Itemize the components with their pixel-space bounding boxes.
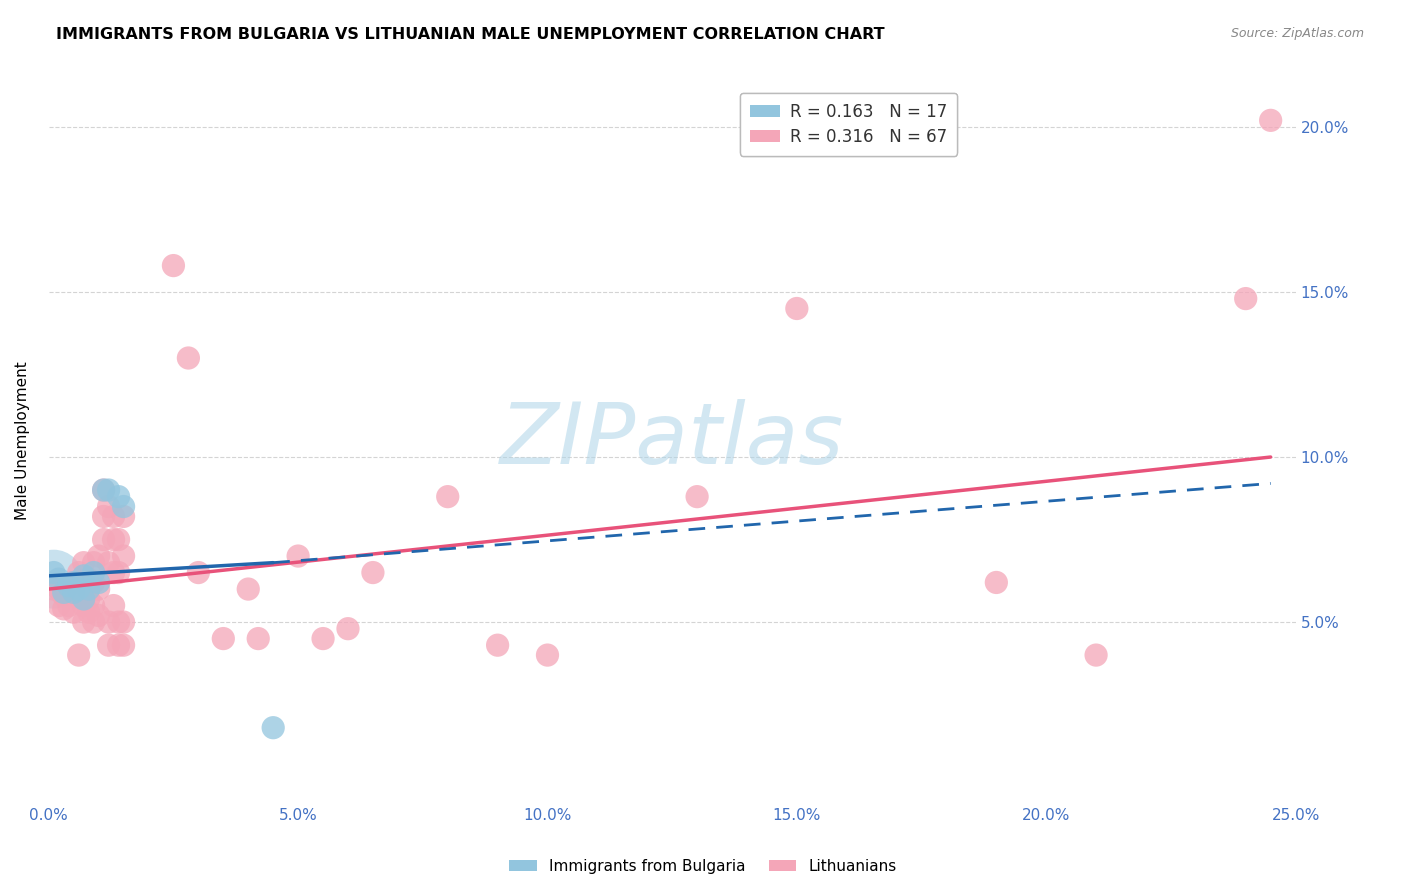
Point bbox=[42, 582, 65, 596]
Point bbox=[112, 638, 135, 652]
Point bbox=[42, 566, 65, 580]
Point bbox=[112, 509, 135, 524]
Point bbox=[112, 500, 135, 514]
Point bbox=[58, 579, 80, 593]
Point bbox=[83, 556, 105, 570]
Point bbox=[103, 566, 125, 580]
Point bbox=[107, 490, 129, 504]
Point bbox=[212, 632, 235, 646]
Point bbox=[686, 490, 709, 504]
Point bbox=[177, 351, 200, 365]
Point bbox=[486, 638, 509, 652]
Point bbox=[312, 632, 335, 646]
Point bbox=[986, 575, 1008, 590]
Point bbox=[48, 572, 70, 586]
Point bbox=[62, 575, 84, 590]
Point bbox=[238, 582, 260, 596]
Point bbox=[87, 575, 110, 590]
Point bbox=[58, 599, 80, 613]
Point bbox=[103, 533, 125, 547]
Text: ZIPatlas: ZIPatlas bbox=[501, 399, 844, 482]
Point bbox=[58, 582, 80, 596]
Text: IMMIGRANTS FROM BULGARIA VS LITHUANIAN MALE UNEMPLOYMENT CORRELATION CHART: IMMIGRANTS FROM BULGARIA VS LITHUANIAN M… bbox=[56, 27, 884, 42]
Point bbox=[187, 566, 209, 580]
Point bbox=[247, 632, 270, 646]
Point bbox=[103, 599, 125, 613]
Point bbox=[77, 591, 100, 606]
Point bbox=[93, 509, 115, 524]
Point bbox=[107, 615, 129, 629]
Point bbox=[87, 549, 110, 563]
Point bbox=[786, 301, 808, 316]
Y-axis label: Male Unemployment: Male Unemployment bbox=[15, 361, 30, 520]
Point bbox=[361, 566, 384, 580]
Point bbox=[67, 648, 90, 662]
Point bbox=[73, 589, 96, 603]
Point bbox=[77, 572, 100, 586]
Point bbox=[337, 622, 360, 636]
Point bbox=[77, 605, 100, 619]
Point bbox=[107, 638, 129, 652]
Point bbox=[62, 575, 84, 590]
Point bbox=[97, 483, 120, 497]
Point bbox=[77, 582, 100, 596]
Point bbox=[73, 569, 96, 583]
Point bbox=[77, 582, 100, 596]
Point bbox=[73, 591, 96, 606]
Point bbox=[62, 589, 84, 603]
Point bbox=[83, 599, 105, 613]
Point bbox=[162, 259, 184, 273]
Text: Source: ZipAtlas.com: Source: ZipAtlas.com bbox=[1230, 27, 1364, 40]
Point bbox=[93, 483, 115, 497]
Point bbox=[62, 605, 84, 619]
Point bbox=[1234, 292, 1257, 306]
Point bbox=[48, 599, 70, 613]
Point bbox=[97, 638, 120, 652]
Legend: R = 0.163   N = 17, R = 0.316   N = 67: R = 0.163 N = 17, R = 0.316 N = 67 bbox=[740, 93, 957, 156]
Point bbox=[67, 585, 90, 599]
Point bbox=[83, 615, 105, 629]
Point bbox=[112, 615, 135, 629]
Point bbox=[73, 575, 96, 590]
Point bbox=[97, 500, 120, 514]
Point bbox=[1260, 113, 1282, 128]
Point bbox=[536, 648, 558, 662]
Point bbox=[83, 566, 105, 580]
Point bbox=[93, 483, 115, 497]
Point bbox=[97, 556, 120, 570]
Point bbox=[73, 556, 96, 570]
Point bbox=[67, 566, 90, 580]
Point bbox=[287, 549, 309, 563]
Point bbox=[262, 721, 284, 735]
Point bbox=[67, 582, 90, 596]
Point bbox=[52, 585, 75, 599]
Legend: Immigrants from Bulgaria, Lithuanians: Immigrants from Bulgaria, Lithuanians bbox=[503, 853, 903, 880]
Point bbox=[436, 490, 458, 504]
Point bbox=[62, 585, 84, 599]
Point bbox=[1085, 648, 1108, 662]
Point bbox=[97, 615, 120, 629]
Point bbox=[87, 582, 110, 596]
Point bbox=[42, 572, 65, 586]
Point bbox=[87, 608, 110, 623]
Point bbox=[103, 509, 125, 524]
Point bbox=[73, 615, 96, 629]
Point bbox=[52, 602, 75, 616]
Point bbox=[107, 566, 129, 580]
Point bbox=[52, 589, 75, 603]
Point bbox=[73, 599, 96, 613]
Point bbox=[112, 549, 135, 563]
Point bbox=[83, 575, 105, 590]
Point bbox=[48, 582, 70, 596]
Point bbox=[107, 533, 129, 547]
Point bbox=[93, 533, 115, 547]
